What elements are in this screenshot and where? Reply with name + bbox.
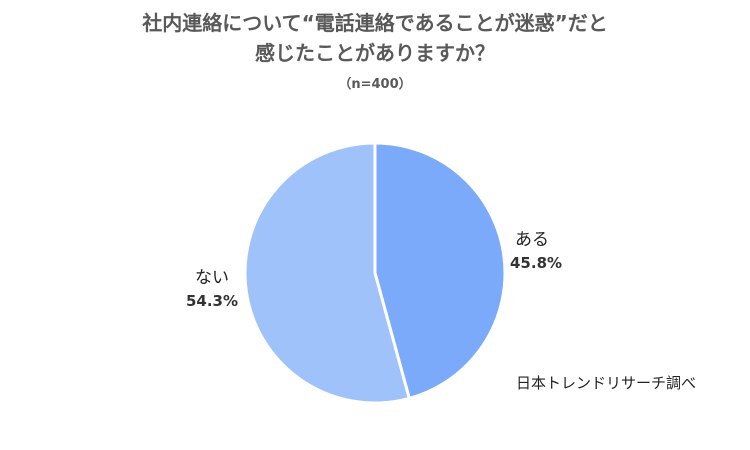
slice-label-name: ある [515,230,549,250]
slice-label-value: 45.8% [510,254,563,272]
chart-title-line-1: 社内連絡について“電話連絡であることが迷惑”だと [142,11,608,35]
chart-title: 社内連絡について“電話連絡であることが迷惑”だと 感じたことがありますか？ [0,8,750,68]
chart-subtitle: （n=400） [338,77,412,92]
slice-label-nai: ない 54.3% [185,266,239,312]
source-note: 日本トレンドリサーチ調べ [516,374,697,392]
pie-slice-aru [373,141,507,400]
pie-slice-nai [243,141,411,405]
chart-title-line-2: 感じたことがありますか？ [255,41,495,65]
slice-label-name: ない [195,268,229,288]
slice-label-aru: ある 45.8% [510,228,563,274]
slice-label-value: 54.3% [185,292,239,310]
